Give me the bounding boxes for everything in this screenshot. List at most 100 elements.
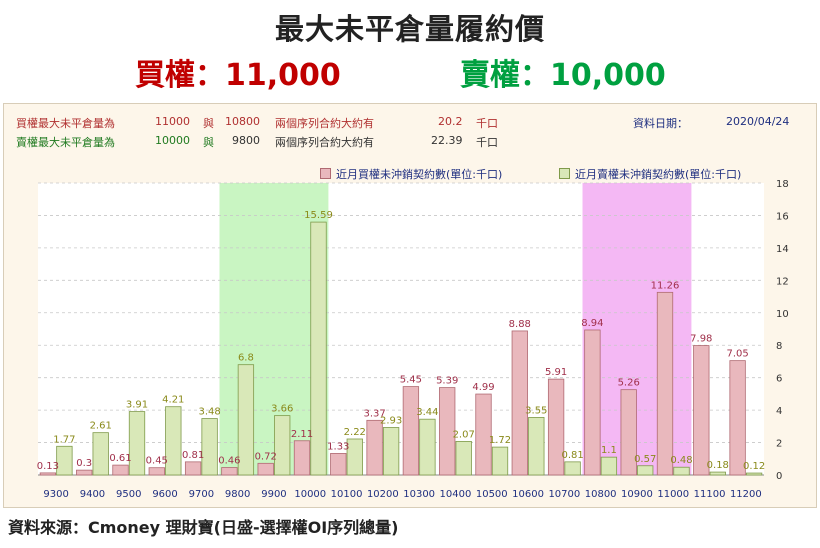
put-value-label: 2.61 [90,421,112,432]
x-tick-label: 9800 [225,489,250,500]
put-value-label: 2.93 [380,415,402,426]
x-tick-label: 11200 [730,489,762,500]
put-value-label: 0.57 [634,454,656,465]
call-value-label: 0.45 [146,456,168,467]
call-value-label: 7.98 [690,334,712,345]
x-tick-label: 11000 [657,489,689,500]
y-tick-label: 0 [776,471,782,482]
source-footer: 資料來源：Cmoney 理財寶(日盛-選擇權OI序列總量) [8,518,399,537]
put-value-label: 3.91 [126,400,148,411]
x-tick-label: 10000 [294,489,326,500]
call-max-strike: 買權：11,000 [135,58,341,93]
put-value-label: 0.18 [707,460,729,471]
put-info-v1: 10000 [155,134,190,147]
put-info-text: 兩個序列合約大約有 [275,136,374,149]
put-bar [600,456,618,476]
legend-call: 近月買權未沖銷契約數(單位:千口) [320,166,502,182]
call-value-label: 5.45 [400,375,422,386]
call-bar [547,378,565,476]
put-value-label: 3.55 [525,405,547,416]
call-bar [366,419,383,476]
call-value-label: 8.88 [509,319,531,330]
put-value-label: 4.21 [162,395,184,406]
call-bar [184,461,202,476]
put-bar [237,364,255,476]
put-value-label: 2.07 [453,429,475,440]
highlight-band-pink [582,183,692,475]
call-bar [475,393,492,476]
call-info-conj: 與 [203,117,214,130]
put-value-label: 0.48 [670,455,692,466]
put-info-conj: 與 [203,136,214,149]
call-bar [221,467,238,476]
legend-put: 近月賣權未沖銷契約數(單位:千口) [559,166,741,182]
call-info-v1: 11000 [155,115,190,128]
call-bar [76,469,93,476]
put-bar [564,461,581,476]
put-bar [455,441,472,476]
put-bar [128,411,146,476]
put-bar [274,415,291,476]
x-tick-label: 10700 [548,489,580,500]
put-bar [709,471,726,476]
put-value-label: 15.59 [304,210,333,221]
x-tick-label: 10500 [476,489,508,500]
call-info-text: 兩個序列合約大約有 [275,117,374,130]
put-value-label: 2.22 [344,427,366,438]
put-value-label: 3.44 [416,407,438,418]
call-bar [620,389,637,476]
call-value-label: 0.81 [182,450,204,461]
put-value-label: 1.72 [489,435,511,446]
call-value-label: 4.99 [472,382,494,393]
x-tick-label: 9700 [189,489,214,500]
call-value-label: 5.91 [545,367,567,378]
y-tick-label: 10 [776,309,789,320]
put-value-label: 1.77 [53,434,75,445]
put-bar [165,406,182,476]
x-tick-label: 9400 [80,489,105,500]
put-bar [673,466,690,476]
put-value-label: 0.81 [561,450,583,461]
put-bar [346,438,363,476]
legend-put-swatch [559,168,570,179]
call-value-label: 5.39 [436,376,458,387]
call-value-label: 1.33 [327,441,349,452]
y-tick-label: 4 [776,406,782,417]
put-bar [637,465,654,476]
x-tick-label: 10900 [621,489,653,500]
put-bar [56,445,73,476]
x-tick-label: 11100 [694,489,726,500]
put-info-v2: 9800 [232,134,260,147]
legend-put-label: 近月賣權未沖銷契約數(單位:千口) [575,168,742,181]
call-value-label: 0.13 [37,461,59,472]
call-bar [729,360,746,476]
put-bar [201,418,218,476]
put-value-label: 3.48 [198,407,220,418]
put-info-amount: 22.39 [431,134,463,147]
put-max-strike: 賣權：10,000 [460,58,666,93]
call-bar [402,386,420,476]
call-bar [330,453,347,476]
put-value-label: 3.66 [271,404,293,415]
legend-call-swatch [320,168,331,179]
call-value-label: 5.26 [618,378,640,389]
call-bar [439,387,456,476]
call-value-label: 0.3 [76,458,92,469]
call-bar [511,330,528,476]
highlight-band-green [219,183,329,475]
call-bar [584,329,601,476]
call-value-label: 0.61 [109,453,131,464]
y-tick-label: 12 [776,276,789,287]
call-value-label: 2.11 [291,429,313,440]
x-tick-label: 10300 [403,489,435,500]
page-title: 最大未平倉量履約價 [274,12,545,46]
x-tick-label: 10200 [367,489,399,500]
put-bar [745,472,763,476]
x-tick-label: 9600 [152,489,177,500]
y-tick-label: 6 [776,374,782,385]
call-value-label: 3.37 [363,408,385,419]
x-tick-label: 10400 [440,489,472,500]
call-bar [693,345,710,476]
call-bar [293,440,311,476]
